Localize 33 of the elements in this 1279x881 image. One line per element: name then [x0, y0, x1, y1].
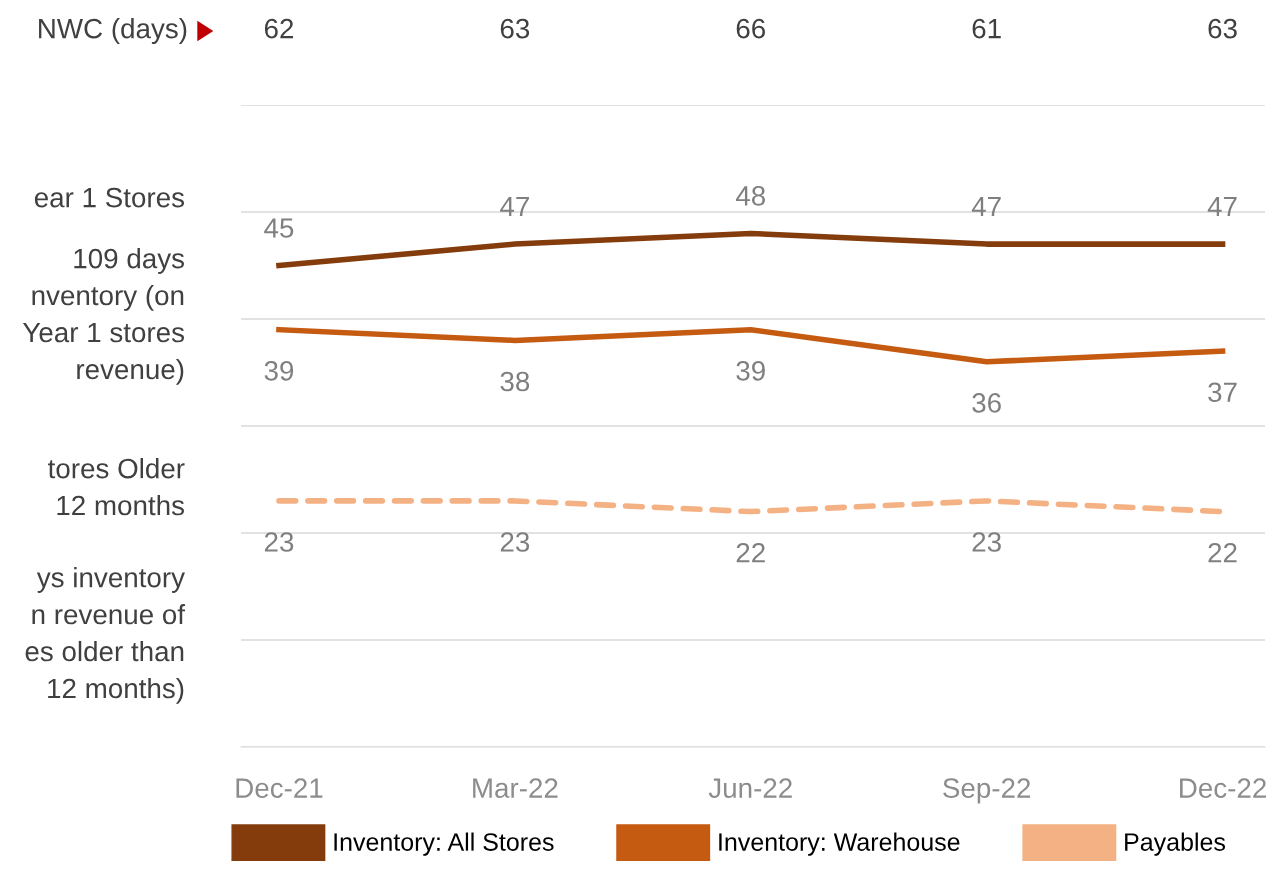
data-label: 23 [972, 532, 1001, 552]
legend-label: Payables [1125, 832, 1226, 856]
x-tick-label: Dec-21 [236, 778, 323, 798]
data-label: 47 [971, 197, 1001, 217]
text: NWC (days) [39, 18, 187, 44]
text: 61 [972, 18, 1001, 39]
x-tick-label: Sep-22 [943, 778, 1031, 804]
data-label: 23 [264, 532, 294, 552]
x-tick-label: Dec-22 [1180, 778, 1266, 798]
data-label: 38 [500, 371, 530, 392]
text: tores Older 12 months [48, 458, 185, 516]
text: 63 [500, 18, 530, 39]
text: 109 days nventory (on Year 1 stores revenue) [22, 248, 185, 385]
legend-label: Inventory: Warehouse [719, 832, 960, 856]
data-label: 39 [736, 360, 765, 381]
data-label: 36 [972, 393, 1001, 413]
data-label: 47 [500, 197, 529, 217]
text: 62 [264, 18, 294, 39]
data-label: 22 [1208, 542, 1237, 563]
data-label: 22 [736, 542, 765, 563]
data-label: 47 [1207, 197, 1237, 217]
data-label: 37 [1208, 382, 1237, 403]
text: 66 [736, 18, 765, 39]
data-label: 48 [735, 186, 765, 206]
x-tick-label: Jun-22 [708, 778, 792, 798]
text: ys inventory n revenue of es older than 12 months) [25, 567, 186, 704]
text: 63 [1208, 18, 1237, 39]
data-label: 39 [264, 360, 294, 381]
x-tick-label: Mar-22 [473, 778, 558, 798]
legend-label: Inventory: All Stores [334, 832, 554, 856]
data-label: 23 [500, 532, 530, 552]
data-label: 45 [264, 218, 294, 238]
text: ear 1 Stores [34, 187, 185, 208]
